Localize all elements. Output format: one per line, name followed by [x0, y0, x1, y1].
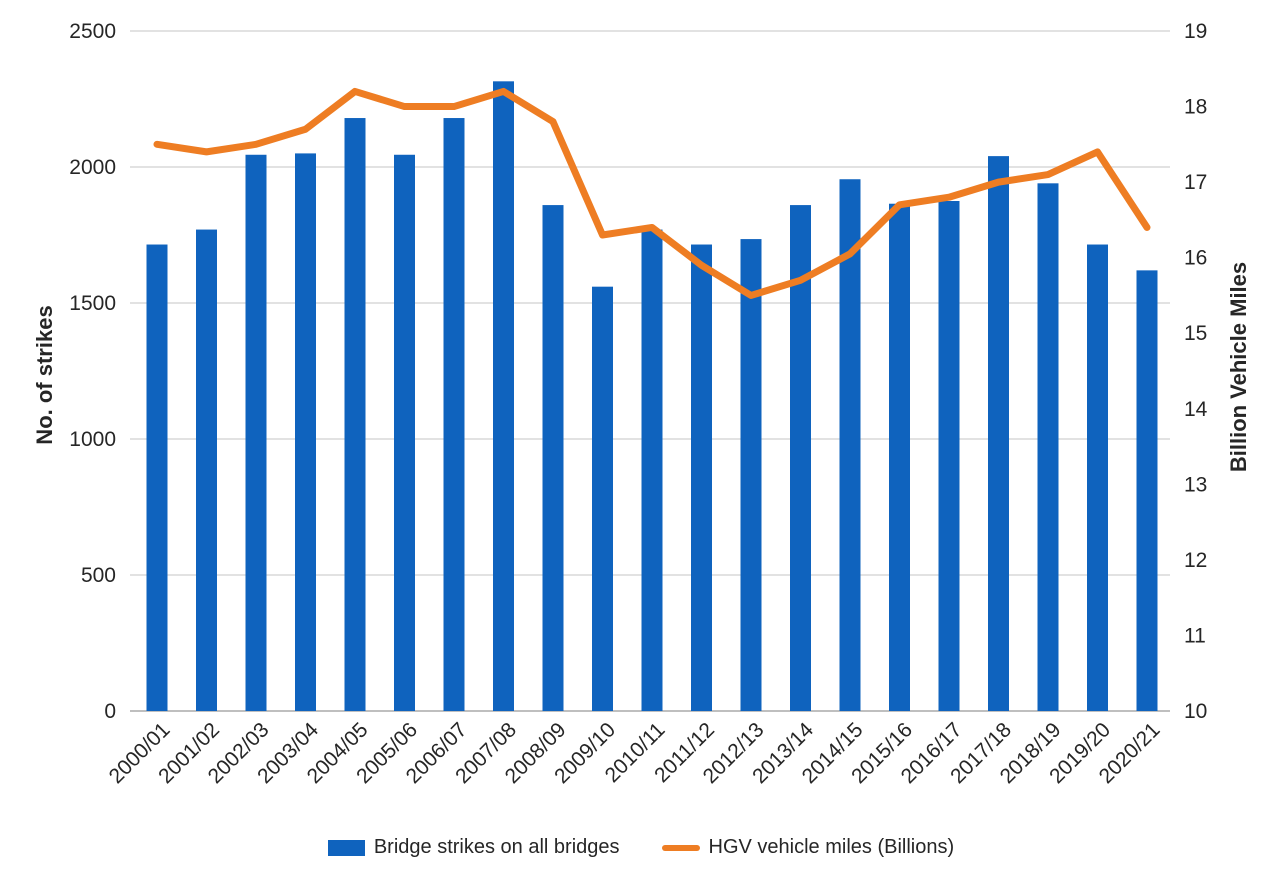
- plot-area: 0 500 1000 1500 2000 2500 10 11 12 13 14 15 16 17 18 19…: [69, 20, 1208, 788]
- bar-2004/05: [344, 118, 366, 712]
- right-axis-tick-label: 16: [1184, 247, 1207, 270]
- bar-2003/04: [295, 153, 316, 711]
- bar-2007/08: [493, 81, 514, 711]
- bar-2012/13: [740, 239, 762, 711]
- left-axis-tick-label: 2500: [69, 20, 116, 43]
- legend-label-bridge-strikes: Bridge strikes on all bridges: [373, 836, 620, 858]
- bar-2005/06: [394, 154, 415, 711]
- bar-2010/11: [641, 229, 663, 711]
- right-axis-tick-label: 13: [1184, 473, 1207, 496]
- left-axis-tick-label: 2000: [69, 156, 116, 179]
- right-axis-tick-label: 19: [1184, 20, 1207, 43]
- bar-2001/02: [196, 229, 217, 711]
- bar-2011/12: [691, 244, 712, 711]
- legend-item-bridge-strikes: Bridge strikes on all bridges: [327, 836, 620, 859]
- bar-2019/20: [1087, 244, 1108, 711]
- bar-2000/01: [146, 244, 168, 711]
- legend-item-hgv-miles: HGV vehicle miles (Billions): [661, 836, 955, 859]
- bar-series-swatch: [327, 839, 365, 856]
- left-axis-tick-label: 1500: [69, 292, 116, 315]
- left-axis-tick-label: 500: [81, 564, 116, 587]
- right-axis-tick-label: 18: [1184, 96, 1207, 119]
- bar-2016/17: [938, 201, 960, 711]
- bar-2020/21: [1136, 270, 1158, 711]
- hgv-miles-line: [153, 87, 1151, 299]
- legend: Bridge strikes on all bridges HGV vehicl…: [0, 836, 1282, 859]
- bar-2017/18: [988, 156, 1009, 711]
- right-axis-tick-label: 15: [1184, 322, 1207, 345]
- right-axis-tick-label: 11: [1184, 624, 1206, 647]
- right-axis-tick-label: 14: [1184, 398, 1208, 421]
- bar-2015/16: [889, 203, 910, 711]
- right-axis-tick-label: 12: [1184, 549, 1207, 572]
- bar-2002/03: [245, 154, 267, 711]
- left-axis-title: No. of strikes: [32, 305, 57, 445]
- bar-2018/19: [1037, 183, 1059, 711]
- bar-2014/15: [839, 179, 861, 712]
- bar-2009/10: [592, 286, 613, 711]
- bar-2006/07: [443, 118, 465, 712]
- bar-2008/09: [542, 205, 564, 711]
- right-axis-title: Billion Vehicle Miles: [1226, 261, 1251, 473]
- bar-2013/14: [790, 205, 811, 711]
- left-axis-tick-label: 0: [104, 700, 116, 723]
- line-series-swatch: [661, 844, 700, 851]
- right-axis-tick-label: 10: [1184, 700, 1207, 723]
- right-axis-tick-label: 17: [1184, 171, 1207, 194]
- left-axis-tick-label: 1000: [69, 428, 116, 451]
- legend-label-hgv-miles: HGV vehicle miles (Billions): [708, 836, 955, 858]
